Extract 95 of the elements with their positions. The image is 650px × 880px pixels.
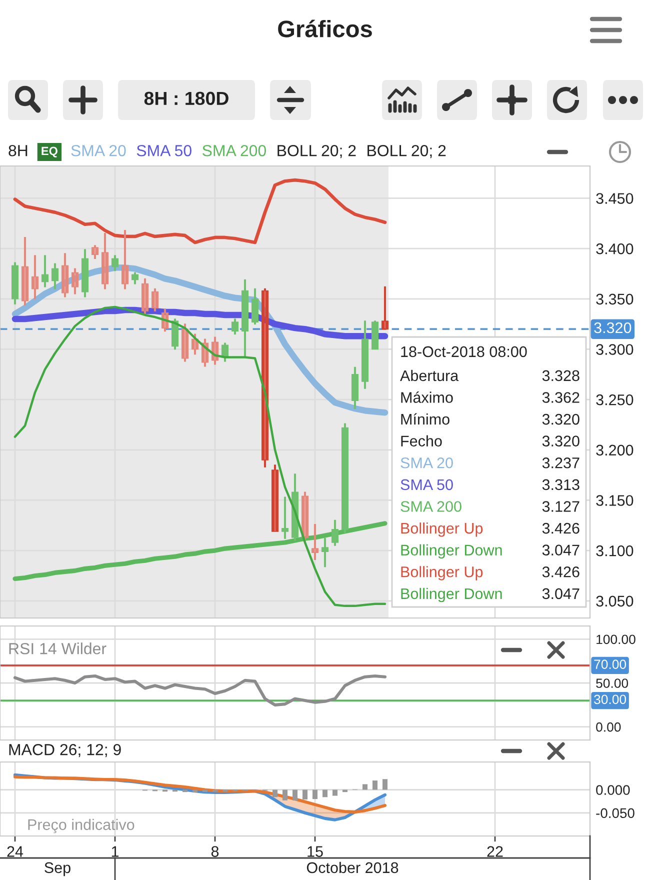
annotation: Fecho [401,435,442,446]
x-tick-label: 1 [112,846,119,857]
bar [292,790,298,800]
line-series [13,178,387,244]
text: Sep [44,862,70,876]
line-series [13,674,387,706]
annotation: 18-Oct-2018 08:00 [401,346,527,358]
candlestick [141,278,149,314]
candlestick [311,524,319,560]
candlestick [381,286,389,330]
text: Bollinger Up [401,566,483,580]
y-tick-label: 3.200 [596,444,634,456]
line-series [13,775,387,814]
series-label: Bollinger Down [401,588,502,602]
candlestick [31,255,39,300]
ref-line-label: 30.00 [594,694,626,704]
text: SMA 20 [71,144,126,156]
bar [322,790,328,798]
annotation: 3.426 [542,566,580,578]
annotation: Preço indicativo [28,818,134,834]
x-tick-label: 22 [487,846,503,857]
annotation: 3.328 [542,370,580,382]
ref-line-label: 3.320 [594,322,632,334]
x-tick-label: 24 [7,846,24,857]
annotation: Abertura [400,370,459,382]
text: SMA 50 [400,479,453,490]
bar [362,784,368,790]
candlestick [321,538,329,568]
candlestick [101,233,109,290]
series-label: RSI 14 Wilder [9,642,106,654]
y-tick-label: 3.400 [596,243,634,254]
annotation: 3.127 [542,501,580,512]
bar [272,790,278,798]
x-tick-label: 8 [211,846,219,857]
annotation: 3.426 [542,522,580,534]
text: SMA 200 [202,144,266,156]
bar [342,790,348,792]
annotation: Mínimo [401,413,450,425]
text: Bollinger Down [401,544,502,559]
text: 8H : 180D [144,92,228,106]
candlestick [281,496,289,539]
text: SMA 20 [400,457,453,468]
annotation: 3.047 [542,544,580,556]
candlestick [181,324,189,362]
text: SMA 50 [136,144,192,156]
y-tick-label: 0.00 [596,722,621,732]
annotation: 3.320 [542,414,580,425]
bar [382,779,388,790]
annotation: 3.313 [542,479,580,490]
text: BOLL 20; 2 [278,144,356,158]
y-tick-label: 3.450 [596,193,634,204]
y-tick-label: 3.300 [596,344,634,355]
y-tick-label: -0.050 [596,808,634,818]
annotation: 3.237 [542,457,580,468]
y-tick-label: 3.150 [596,495,634,506]
text: October 2018 [306,862,398,874]
y-tick-label: 100.00 [596,634,636,644]
candlestick [301,492,309,541]
x-tick-label: 15 [308,846,323,857]
y-tick-label: 3.350 [596,294,634,305]
text: 8H [8,144,28,156]
chart-title: Gráficos [278,20,372,38]
annotation: 3.047 [542,588,580,600]
candlestick [61,253,69,298]
bar [332,790,338,796]
bar [182,790,188,792]
annotation: 3.362 [542,392,580,403]
candlestick [271,464,279,532]
candlestick [71,268,79,294]
bar [372,780,378,790]
text: MACD 26; 12; 9 [9,744,121,758]
bar [202,790,208,792]
candlestick [261,288,269,468]
text: BOLL 20; 2 [368,144,446,158]
bar [192,790,198,793]
text: Bollinger Up [401,522,483,537]
bar [282,790,288,800]
candlestick [121,230,129,290]
bar [312,790,318,799]
candlestick [91,245,99,260]
line-series [14,306,386,608]
series-label: SMA 200 [400,501,462,512]
candlestick [21,237,29,306]
y-tick-label: 0.000 [596,785,630,795]
text: EQ [42,146,58,158]
y-tick-label: 3.050 [596,596,634,607]
ref-line-label: 70.00 [594,660,626,670]
annotation: Máximo [401,392,453,403]
line-series [12,521,388,582]
bar [302,790,308,800]
y-tick-label: 3.100 [596,545,634,556]
y-tick-label: 3.250 [596,394,634,406]
y-tick-label: 50.00 [596,678,628,688]
annotation: 3.320 [542,436,580,446]
candlestick [151,288,159,312]
